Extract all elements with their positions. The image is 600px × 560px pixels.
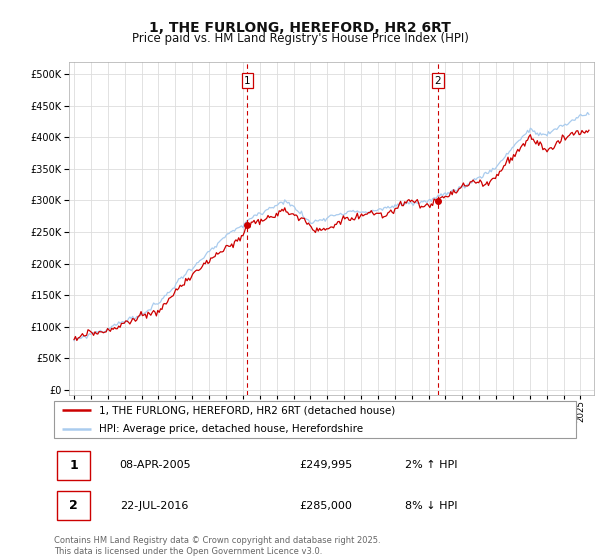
FancyBboxPatch shape — [58, 491, 90, 520]
Text: 08-APR-2005: 08-APR-2005 — [119, 460, 191, 470]
Text: £285,000: £285,000 — [299, 501, 352, 511]
Text: £249,995: £249,995 — [299, 460, 352, 470]
Text: 1, THE FURLONG, HEREFORD, HR2 6RT: 1, THE FURLONG, HEREFORD, HR2 6RT — [149, 21, 451, 35]
Text: Price paid vs. HM Land Registry's House Price Index (HPI): Price paid vs. HM Land Registry's House … — [131, 32, 469, 45]
Text: HPI: Average price, detached house, Herefordshire: HPI: Average price, detached house, Here… — [98, 424, 362, 433]
Text: 1, THE FURLONG, HEREFORD, HR2 6RT (detached house): 1, THE FURLONG, HEREFORD, HR2 6RT (detac… — [98, 405, 395, 415]
Text: 1: 1 — [70, 459, 78, 472]
FancyBboxPatch shape — [58, 450, 90, 480]
FancyBboxPatch shape — [53, 401, 577, 438]
Text: 1: 1 — [244, 76, 251, 86]
Text: 8% ↓ HPI: 8% ↓ HPI — [405, 501, 457, 511]
Text: 2: 2 — [70, 499, 78, 512]
Text: 2% ↑ HPI: 2% ↑ HPI — [405, 460, 457, 470]
Text: 2: 2 — [434, 76, 441, 86]
Text: Contains HM Land Registry data © Crown copyright and database right 2025.
This d: Contains HM Land Registry data © Crown c… — [54, 536, 380, 556]
Text: 22-JUL-2016: 22-JUL-2016 — [119, 501, 188, 511]
